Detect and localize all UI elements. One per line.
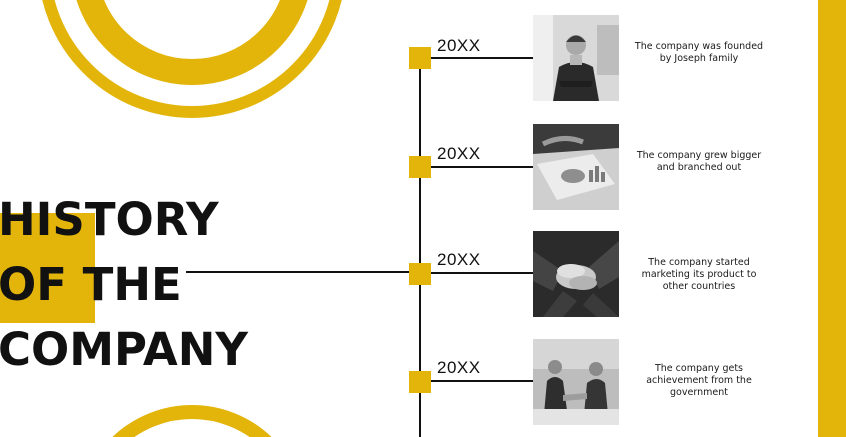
timeline-year: 20XX — [437, 358, 481, 377]
timeline-marker — [409, 156, 431, 178]
title-accent-block — [0, 213, 95, 323]
timeline-caption: The company grew bigger and branched out — [636, 150, 762, 173]
timeline-caption: The company gets achievement from the go… — [646, 363, 752, 398]
title-connector-line — [186, 271, 420, 273]
timeline-branch-line — [431, 272, 534, 274]
businessman-portrait-photo — [533, 15, 619, 101]
timeline-branch-line — [431, 166, 534, 168]
handshake-meeting-photo — [533, 339, 619, 425]
title-line-2: OF THE — [0, 258, 182, 311]
timeline-spine — [419, 57, 421, 437]
timeline-branch-line — [431, 57, 534, 59]
timeline-caption: The company started marketing its produc… — [641, 257, 757, 292]
timeline-year: 20XX — [437, 36, 481, 55]
timeline-year: 20XX — [437, 250, 481, 269]
team-hands-photo — [533, 231, 619, 317]
title-line-1: HISTORY — [0, 193, 219, 246]
timeline-marker — [409, 371, 431, 393]
timeline-year: 20XX — [437, 144, 481, 163]
timeline-branch-line — [431, 380, 534, 382]
charts-documents-photo — [533, 124, 619, 210]
right-accent-bar — [818, 0, 846, 437]
timeline-caption: The company was founded by Joseph family — [634, 41, 764, 64]
title-line-3: COMPANY — [0, 323, 248, 376]
timeline-marker — [409, 263, 431, 285]
timeline-marker — [409, 47, 431, 69]
